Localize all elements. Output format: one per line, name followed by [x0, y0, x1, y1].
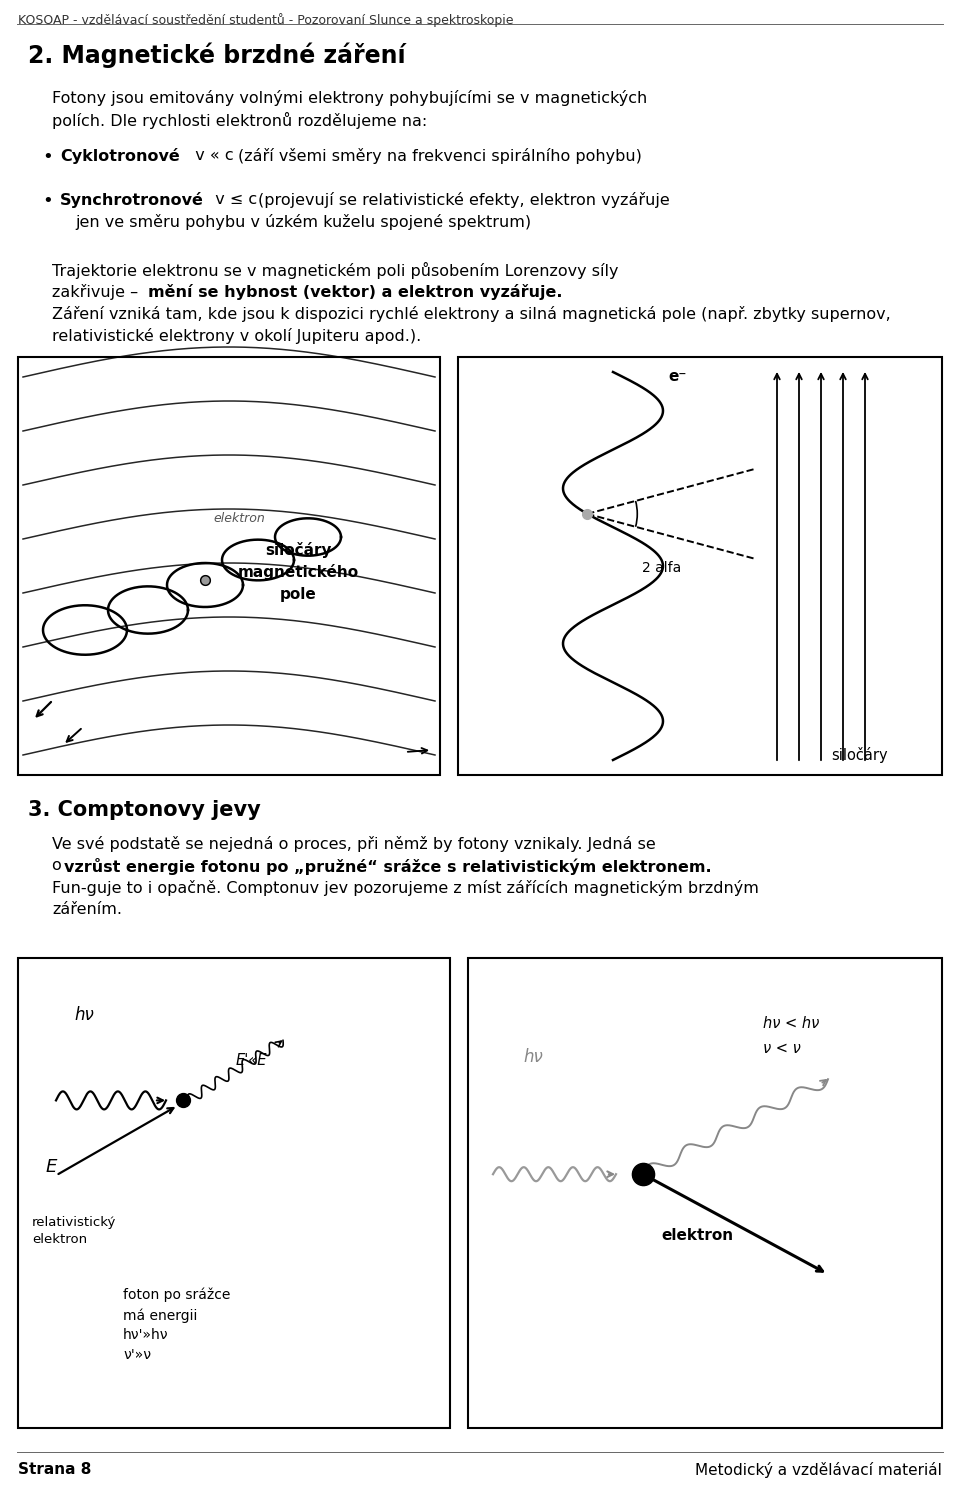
- Text: Fotony jsou emitovány volnými elektrony pohybujícími se v magnetických: Fotony jsou emitovány volnými elektrony …: [52, 90, 647, 106]
- Text: hν: hν: [74, 1006, 94, 1024]
- Text: v ≤ c: v ≤ c: [205, 191, 268, 206]
- Text: 2 alfa: 2 alfa: [642, 561, 682, 576]
- Bar: [18, 357, 440, 774]
- Bar: [468, 958, 942, 1428]
- Text: E'«E: E'«E: [236, 1052, 268, 1067]
- Text: foton po srážce
má energii
hν'»hν
ν'»ν: foton po srážce má energii hν'»hν ν'»ν: [123, 1289, 230, 1362]
- Text: 3. Comptonovy jevy: 3. Comptonovy jevy: [28, 800, 261, 819]
- Text: KOSOAP - vzdělávací soustředění studentů - Pozorovaní Slunce a spektroskopie: KOSOAP - vzdělávací soustředění studentů…: [18, 13, 514, 27]
- Text: •: •: [42, 148, 53, 166]
- Text: elektron: elektron: [661, 1227, 733, 1242]
- Text: (září všemi směry na frekvenci spirálního pohybu): (září všemi směry na frekvenci spirálníh…: [238, 148, 642, 164]
- Text: hν: hν: [523, 1048, 542, 1066]
- Text: zakřivuje –: zakřivuje –: [52, 284, 143, 300]
- Text: zářením.: zářením.: [52, 901, 122, 916]
- Text: o: o: [52, 858, 67, 873]
- Text: polích. Dle rychlosti elektronů rozdělujeme na:: polích. Dle rychlosti elektronů rozděluj…: [52, 112, 427, 129]
- Text: vzrůst energie fotonu po „pružné“ srážce s relativistickým elektronem.: vzrůst energie fotonu po „pružné“ srážce…: [64, 858, 711, 875]
- Text: E: E: [46, 1159, 58, 1177]
- Text: ν < ν: ν < ν: [763, 1041, 801, 1055]
- Text: Záření vzniká tam, kde jsou k dispozici rychlé elektrony a silná magnetická pole: Záření vzniká tam, kde jsou k dispozici …: [52, 306, 891, 321]
- Text: elektron: elektron: [213, 511, 265, 525]
- Text: mění se hybnost (vektor) a elektron vyzářuje.: mění se hybnost (vektor) a elektron vyzá…: [148, 284, 563, 300]
- Text: e⁻: e⁻: [668, 369, 686, 384]
- Text: Strana 8: Strana 8: [18, 1462, 91, 1477]
- Text: Fun-guje to i opačně. Comptonuv jev pozorujeme z míst zářících magnetickým brzdn: Fun-guje to i opačně. Comptonuv jev pozo…: [52, 881, 758, 896]
- Text: jen ve směru pohybu v úzkém kuželu spojené spektrum): jen ve směru pohybu v úzkém kuželu spoje…: [75, 214, 531, 230]
- Text: v « c: v « c: [185, 148, 244, 163]
- Text: Cyklotronové: Cyklotronové: [60, 148, 180, 164]
- Text: Synchrotronové: Synchrotronové: [60, 191, 204, 208]
- Text: 2. Magnetické brzdné záření: 2. Magnetické brzdné záření: [28, 42, 406, 67]
- Bar: [458, 357, 942, 774]
- Text: (projevují se relativistické efekty, elektron vyzářuje: (projevují se relativistické efekty, ele…: [258, 191, 670, 208]
- Text: Ve své podstatě se nejedná o proces, při němž by fotony vznikaly. Jedná se: Ve své podstatě se nejedná o proces, při…: [52, 836, 656, 852]
- Bar: [18, 958, 450, 1428]
- Text: relativistický
elektron: relativistický elektron: [32, 1215, 116, 1245]
- Text: siločáry: siločáry: [831, 748, 888, 762]
- Text: relativistické elektrony v okolí Jupiteru apod.).: relativistické elektrony v okolí Jupiter…: [52, 327, 421, 344]
- Text: hν < hν: hν < hν: [763, 1017, 819, 1032]
- Text: Trajektorie elektronu se v magnetickém poli působením Lorenzovy síly: Trajektorie elektronu se v magnetickém p…: [52, 262, 618, 280]
- Text: •: •: [42, 191, 53, 209]
- Text: Metodický a vzdělávací materiál: Metodický a vzdělávací materiál: [695, 1462, 942, 1479]
- Text: siločáry
magnetického
pole: siločáry magnetického pole: [237, 543, 359, 601]
